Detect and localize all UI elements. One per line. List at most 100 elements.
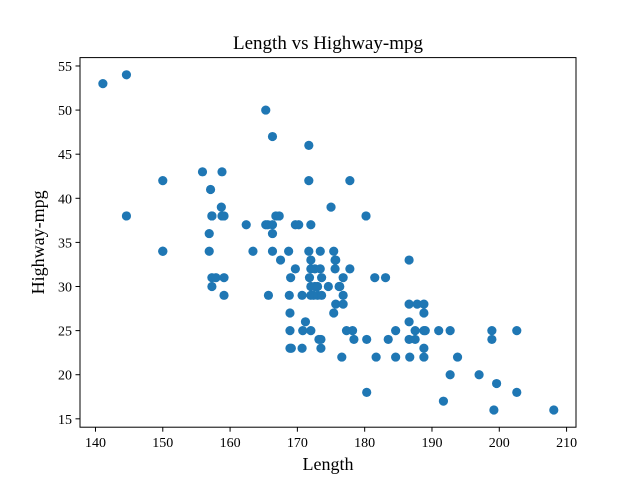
plot-frame [79,57,577,428]
data-point [438,396,449,406]
x-tick-label: 180 [354,436,375,451]
x-tick-label: 170 [287,436,308,451]
data-point [207,281,217,292]
data-point [404,299,414,309]
data-point [489,405,499,415]
data-point [362,334,372,345]
data-point [275,255,286,265]
data-point [315,246,325,256]
data-point [338,299,348,309]
x-axis: 140 150 160 170 180 190 200 210 [85,427,577,451]
data-point [211,273,221,283]
data-point [316,343,326,353]
y-tick-label: 30 [58,281,72,296]
data-point [487,334,497,345]
data-point [434,326,444,336]
y-tick-label: 40 [58,192,72,207]
data-point [297,290,307,300]
data-point [329,246,339,256]
data-point [304,273,315,283]
data-point [304,176,314,186]
data-point [329,308,339,318]
data-point [304,246,314,256]
x-axis-label: Length [303,454,354,474]
data-point [312,281,323,292]
data-point [370,273,380,283]
data-point [317,290,327,300]
data-point [294,220,304,230]
data-point [263,290,274,300]
data-point [286,343,296,353]
x-tick-label: 200 [489,436,510,451]
data-point [204,228,214,239]
data-point [445,326,455,336]
data-point [349,334,359,345]
data-point [345,176,355,186]
data-point [345,264,355,274]
data-point [219,290,229,300]
data-point [274,211,284,221]
data-point [284,290,294,300]
data-point [410,326,420,336]
data-point [410,334,420,345]
data-point [383,334,393,345]
data-point [267,131,278,142]
data-point [204,246,214,256]
data-point [306,326,316,336]
data-point [267,228,278,239]
data-point [404,255,414,265]
data-point [158,176,168,186]
data-point [487,326,497,336]
data-point [315,264,325,274]
data-point [267,220,278,230]
x-tick-label: 150 [152,436,173,451]
y-tick-label: 15 [58,413,72,428]
data-point [512,387,522,397]
data-point [219,211,229,221]
data-point [248,246,258,256]
data-point [207,211,217,221]
data-point [549,405,559,415]
data-point [306,220,316,230]
data-point [420,326,430,336]
data-point [158,246,168,256]
data-point [261,105,271,115]
data-point [474,370,484,380]
data-point [298,326,308,336]
data-point [404,317,414,327]
data-point [335,281,345,292]
data-point [216,202,226,212]
data-point [197,167,208,177]
data-point [217,167,227,177]
x-tick-label: 190 [421,436,442,451]
data-point [419,308,429,318]
data-point [419,299,429,309]
data-point [371,352,381,362]
data-point [285,326,295,336]
y-axis: 15 20 25 30 35 40 45 50 55 [58,60,80,428]
y-tick-label: 55 [58,60,72,75]
data-point [347,326,358,336]
data-point [445,370,455,380]
data-point [419,343,429,353]
data-point [412,299,422,309]
data-point [361,211,371,221]
data-point [316,334,326,345]
data-point [306,255,316,265]
data-point [290,264,300,274]
data-point [380,273,391,283]
data-point [512,326,522,336]
data-point [330,264,340,274]
data-point [121,70,132,80]
data-point [317,273,327,283]
data-point [205,184,216,195]
chart-title: Length vs Highway-mpg [233,33,423,54]
data-point [391,352,401,362]
data-point [338,273,348,283]
data-point [267,246,278,256]
data-point [98,79,108,89]
data-point [121,211,132,221]
y-tick-label: 20 [58,369,72,384]
data-point [297,343,307,353]
data-point [331,299,341,309]
